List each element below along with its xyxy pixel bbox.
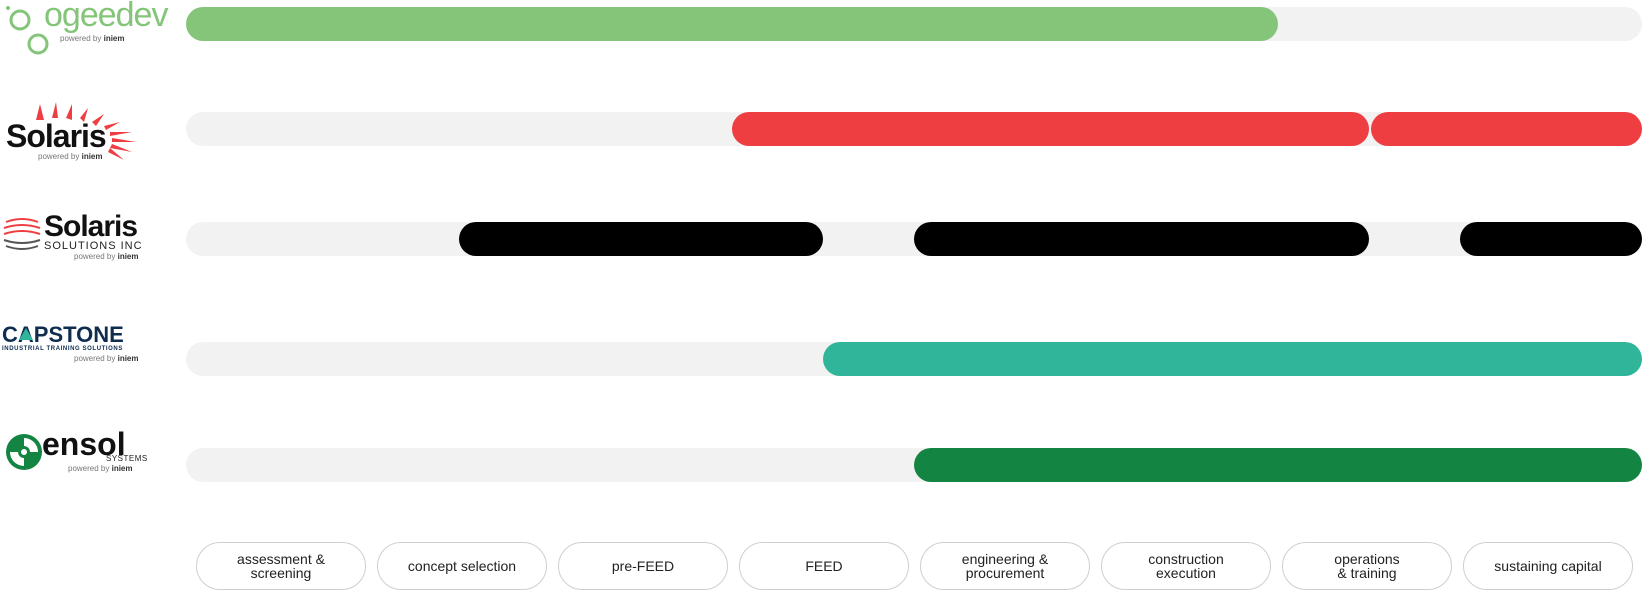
solaris-solutions-powered-by: powered by iniem xyxy=(74,252,139,261)
timeline-segment xyxy=(1371,112,1642,146)
phase-feed: FEED xyxy=(739,542,909,590)
company-row-solaris-solutions: Solaris SOLUTIONS INC powered by iniem xyxy=(0,210,1643,312)
solaris-logo: Solaris powered by iniem xyxy=(0,100,160,200)
capstone-logo-sub: INDUSTRIAL TRAINING SOLUTIONS xyxy=(2,346,123,352)
timeline-segment xyxy=(914,222,1369,256)
triangle-icon xyxy=(19,328,33,340)
phase-construction-execution: construction execution xyxy=(1101,542,1271,590)
timeline-segment xyxy=(732,112,1369,146)
timeline-segment xyxy=(459,222,823,256)
ogeedev-logo-word: ogeedev xyxy=(44,0,168,34)
phase-engineering-procurement: engineering & procurement xyxy=(920,542,1090,590)
ensol-logo-sub: SYSTEMS xyxy=(106,454,148,463)
ensol-logo: ensol SYSTEMS powered by iniem xyxy=(0,426,160,530)
ogeedev-logo-mark xyxy=(6,6,49,55)
timeline-track xyxy=(186,342,1642,376)
company-row-ensol: ensol SYSTEMS powered by iniem xyxy=(0,426,1643,530)
solaris-solutions-logo: Solaris SOLUTIONS INC powered by iniem xyxy=(0,210,160,312)
timeline-track xyxy=(186,7,1642,41)
capstone-logo: CAPSTONE INDUSTRIAL TRAINING SOLUTIONS p… xyxy=(0,322,160,422)
ensol-powered-by: powered by iniem xyxy=(68,464,133,473)
timeline-track xyxy=(186,448,1642,482)
swirl-stripes-icon xyxy=(3,218,41,250)
ensol-logo-word: ensol xyxy=(42,426,126,462)
phase-sustaining-capital: sustaining capital xyxy=(1463,542,1633,590)
ogeedev-powered-by: powered by iniem xyxy=(60,34,125,43)
company-row-capstone: CAPSTONE INDUSTRIAL TRAINING SOLUTIONS p… xyxy=(0,322,1643,422)
timeline-track xyxy=(186,112,1642,146)
timeline-track xyxy=(186,222,1642,256)
swirl-circle-icon xyxy=(6,434,42,470)
solaris-solutions-logo-word: Solaris xyxy=(44,210,138,243)
solaris-solutions-logo-sub: SOLUTIONS INC xyxy=(44,240,143,252)
phase-operations-training: operations & training xyxy=(1282,542,1452,590)
phase-assessment-screening: assessment & screening xyxy=(196,542,366,590)
company-row-solaris: Solaris powered by iniem xyxy=(0,100,1643,200)
solaris-powered-by: powered by iniem xyxy=(38,152,103,161)
solaris-logo-word: Solaris xyxy=(6,118,107,154)
timeline-segment xyxy=(186,7,1278,41)
timeline-segment xyxy=(1460,222,1642,256)
ogeedev-logo: ogeedev powered by iniem xyxy=(0,0,168,100)
timeline-segment xyxy=(823,342,1642,376)
sunburst-icon xyxy=(36,102,136,160)
phase-labels: assessment & screening concept selection… xyxy=(196,542,1636,592)
company-row-ogeedev: ogeedev powered by iniem xyxy=(0,0,1643,100)
capstone-powered-by: powered by iniem xyxy=(74,354,139,363)
phase-pre-feed: pre-FEED xyxy=(558,542,728,590)
phase-concept-selection: concept selection xyxy=(377,542,547,590)
timeline-segment xyxy=(914,448,1642,482)
